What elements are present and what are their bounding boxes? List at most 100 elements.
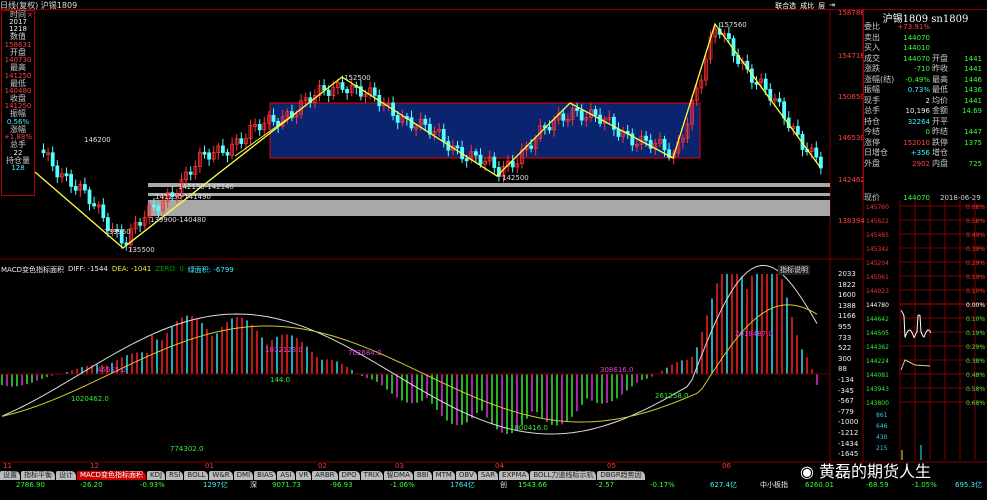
quote-value: 144070	[903, 33, 930, 42]
quote-row: 卖出 144070	[864, 33, 987, 44]
tool-combine[interactable]: 联合选	[775, 2, 797, 10]
tool-compare[interactable]: 成比	[800, 2, 815, 10]
candle-down	[561, 113, 566, 121]
info-label: 振幅	[10, 109, 26, 119]
quote-label-2: 均价	[932, 95, 948, 105]
indicator-tab[interactable]: SAR	[477, 471, 499, 480]
candle-up	[266, 114, 271, 124]
indicator-tab[interactable]: EXPMA	[499, 471, 530, 480]
candle-up	[262, 122, 267, 131]
indicator-tab[interactable]: BOLL	[184, 471, 209, 480]
quote-label-2	[932, 33, 952, 44]
indicator-help-button[interactable]: 指标说明	[778, 265, 810, 275]
indicator-tab[interactable]: ARBR	[312, 471, 338, 480]
indicator-tab[interactable]: 设计	[56, 471, 76, 480]
macd-dea-line	[1, 304, 818, 423]
indicator-tab[interactable]: RSI	[166, 471, 184, 480]
intraday-price-tick: 145485	[866, 232, 889, 239]
macd-area: 绿面积: -6799	[187, 266, 234, 274]
info-value: 128	[11, 164, 25, 173]
quote-label: 日增仓	[864, 148, 888, 157]
quote-row: 总手 10,196 金额 14.69	[864, 106, 987, 117]
quote-row: 委比 +73.91%	[864, 22, 987, 33]
candle-down	[593, 109, 598, 116]
indicator-tab[interactable]: KDJ	[146, 471, 166, 480]
indicator-tab[interactable]: MACD变色指标面积	[77, 471, 146, 480]
weibo-icon: ◉	[800, 462, 820, 481]
indicator-tab[interactable]: ASI	[277, 471, 295, 480]
candle-up	[533, 138, 538, 149]
candle-up	[658, 138, 662, 144]
indicator-tab[interactable]: 设置	[0, 471, 20, 480]
candle-down	[575, 107, 579, 111]
candle-up	[234, 138, 239, 145]
candle-up	[690, 100, 694, 125]
candle-up	[285, 111, 290, 118]
candle-down	[473, 151, 478, 156]
month-label: 01	[205, 462, 214, 470]
candle-down	[271, 114, 276, 122]
quote-label: 卖出	[864, 32, 880, 42]
candle-up	[681, 137, 685, 143]
indicator-tab[interactable]: VR	[295, 471, 312, 480]
last-price-label: 现价	[864, 193, 880, 202]
quote-label: 外盘	[864, 158, 880, 168]
indicator-tab[interactable]: MTM	[432, 471, 455, 480]
indicator-tab[interactable]: BBI	[413, 471, 432, 480]
ticker-value: -96.93	[330, 481, 353, 489]
price-label: 157560	[720, 21, 747, 29]
intraday-price-tick: 144642	[866, 316, 889, 323]
quote-label: 总手	[864, 106, 880, 115]
candle-down	[427, 123, 432, 135]
info-label: 持仓量	[6, 155, 30, 165]
macd-title[interactable]: MACD变色指标面积	[1, 266, 64, 274]
indicator-tab[interactable]: DBGR趋势因	[597, 471, 645, 480]
intraday-pct-tick: 0.00%	[966, 302, 985, 309]
ticker-value: 695.3亿	[955, 481, 983, 489]
indicator-tab[interactable]: TRIX	[360, 471, 383, 480]
tool-layer[interactable]: 层	[818, 2, 826, 10]
indicator-tab[interactable]: DPO	[338, 471, 360, 480]
candle-up	[450, 145, 455, 151]
candle-up	[704, 58, 708, 81]
candle-down	[667, 149, 671, 158]
indicator-tab[interactable]: DMI	[233, 471, 254, 480]
macd-tick: 1600	[838, 291, 856, 300]
quote-row: 外盘 2902 内盘 725	[864, 159, 987, 170]
intraday-price-tick: 144923	[866, 288, 889, 295]
indicator-tab[interactable]: BIAS	[254, 471, 277, 480]
candle-up	[400, 116, 405, 123]
indicator-tab[interactable]: OBV	[455, 471, 477, 480]
intraday-price-tick: 143943	[866, 386, 889, 393]
candle-up	[174, 194, 179, 197]
indicator-tab[interactable]: BOLL力道线标示机	[530, 471, 597, 480]
quote-value: 2	[925, 96, 930, 105]
intraday-price-tick: 145204	[866, 260, 889, 267]
indicator-tab[interactable]: 智DMA	[383, 471, 413, 480]
collapse-icon[interactable]: ⇥	[829, 1, 835, 9]
ticker-value: -2.57	[596, 481, 615, 489]
quote-label: 现手	[864, 95, 880, 105]
candle-up	[133, 222, 138, 230]
crosshair-info-panel: × 时间 2017 1218 数值 158631 开盘 140730 最高 141250 最低 14…	[1, 10, 35, 196]
intraday-pct-tick: 0.68%	[966, 204, 985, 211]
candle-up	[809, 147, 814, 153]
quote-title: 沪锡1809 sn1809	[882, 14, 969, 25]
candle-down	[648, 139, 653, 149]
candle-up	[243, 138, 248, 144]
candle-up	[142, 217, 147, 226]
quote-value-2: 725	[968, 159, 982, 168]
macd-dea: DEA: -1041	[111, 265, 152, 273]
candle-down	[64, 173, 69, 177]
ticker-value: -0.17%	[650, 481, 675, 489]
candle-down	[92, 203, 96, 207]
quote-label-2: 内盘	[932, 158, 948, 168]
candle-down	[326, 89, 331, 96]
indicator-tab[interactable]: W&R	[209, 471, 233, 480]
gap-band	[148, 193, 830, 196]
indicator-tab[interactable]: 指标平衡	[21, 471, 55, 480]
candle-up	[349, 84, 354, 94]
macd-area-label: 261258.0	[655, 392, 688, 400]
macd-tick: 1388	[838, 301, 856, 310]
